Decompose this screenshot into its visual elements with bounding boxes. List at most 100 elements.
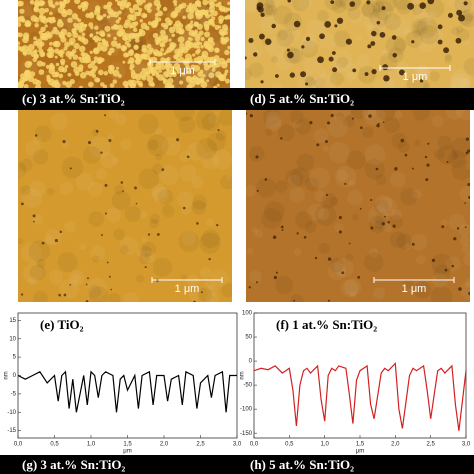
grain — [411, 242, 415, 246]
texture — [146, 134, 169, 157]
grain — [132, 34, 136, 38]
texture — [292, 120, 302, 129]
grain — [216, 83, 220, 87]
y-tick-label: 5 — [13, 355, 17, 361]
texture — [330, 71, 344, 86]
texture — [152, 257, 173, 278]
grain — [207, 56, 214, 63]
grain — [197, 3, 202, 8]
texture — [389, 215, 403, 229]
grain — [441, 225, 445, 229]
grain — [264, 178, 268, 181]
afm-image — [18, 110, 232, 302]
texture — [375, 0, 398, 13]
grain — [66, 8, 73, 16]
grain — [19, 8, 25, 14]
grain — [109, 83, 115, 88]
grain — [84, 24, 88, 28]
grain — [67, 17, 73, 23]
grain — [134, 45, 139, 49]
grain — [89, 50, 93, 54]
grain — [58, 293, 61, 297]
texture — [406, 74, 429, 88]
texture — [111, 190, 131, 211]
grain — [159, 29, 166, 36]
texture — [19, 158, 33, 172]
grain — [317, 56, 324, 64]
x-tick-label: 2,5 — [426, 442, 435, 448]
grain — [161, 168, 165, 172]
grain — [136, 0, 144, 6]
grain — [104, 114, 107, 117]
grain — [275, 74, 279, 78]
texture — [219, 174, 232, 190]
grain — [78, 64, 84, 70]
grain — [97, 37, 102, 42]
grain — [141, 47, 147, 53]
texture — [18, 161, 27, 178]
grain — [280, 225, 284, 229]
grain — [40, 26, 46, 33]
texture — [245, 0, 258, 11]
grain — [152, 32, 159, 39]
texture — [157, 0, 175, 14]
grain — [446, 161, 449, 164]
texture — [334, 166, 357, 188]
grain — [181, 72, 186, 76]
grain — [465, 151, 469, 155]
texture — [59, 181, 74, 196]
grain — [33, 220, 35, 223]
grain — [186, 84, 193, 88]
texture — [290, 294, 304, 302]
grain — [172, 0, 178, 5]
panel-label: (c) 3 at.% Sn:TiO₂ — [22, 91, 125, 106]
texture — [141, 236, 149, 244]
grain — [33, 6, 39, 11]
texture — [225, 174, 232, 181]
grain — [168, 38, 172, 42]
texture — [459, 77, 472, 88]
texture — [377, 110, 396, 121]
grain — [189, 6, 193, 11]
texture — [294, 248, 302, 256]
texture — [300, 40, 318, 58]
grain — [61, 10, 68, 18]
texture — [138, 168, 160, 189]
grain — [208, 72, 215, 79]
grain — [165, 57, 169, 62]
texture — [155, 153, 163, 161]
texture — [149, 219, 159, 229]
texture — [432, 30, 444, 41]
grain — [351, 117, 354, 120]
texture — [106, 207, 122, 223]
grain — [59, 230, 63, 234]
texture — [21, 242, 42, 264]
grain — [52, 26, 58, 32]
texture — [404, 243, 412, 250]
grain — [151, 20, 159, 27]
grain — [196, 48, 201, 53]
grain — [79, 57, 86, 64]
grain — [404, 153, 408, 157]
grain — [147, 2, 153, 8]
grain — [147, 21, 152, 26]
x-axis-label: μm — [123, 449, 131, 455]
grain — [104, 183, 108, 187]
grain — [70, 61, 78, 68]
grain — [296, 232, 299, 235]
texture — [139, 210, 148, 219]
texture — [463, 253, 470, 266]
texture — [265, 115, 282, 132]
grain — [392, 53, 397, 58]
x-tick-label: 2,0 — [160, 442, 169, 448]
texture — [334, 0, 347, 8]
texture — [22, 188, 43, 209]
texture — [275, 275, 294, 295]
grain — [85, 300, 89, 302]
grain — [155, 70, 160, 75]
texture — [201, 229, 221, 249]
grain — [18, 32, 21, 38]
texture — [334, 223, 344, 233]
grain — [226, 58, 230, 64]
grain — [127, 79, 134, 87]
